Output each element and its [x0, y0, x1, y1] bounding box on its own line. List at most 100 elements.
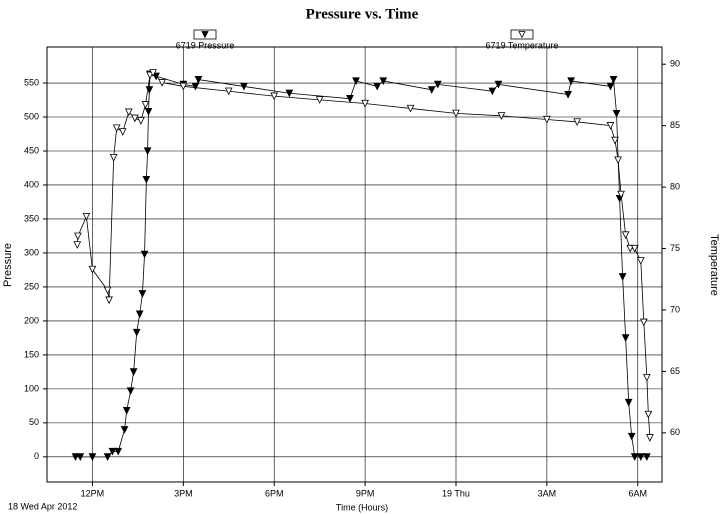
- plot-frame: [46, 46, 663, 483]
- y2-tick-label: 70: [670, 304, 680, 314]
- data-point: [373, 82, 382, 91]
- y2-tick-label: 85: [670, 120, 680, 130]
- legend-marker: [201, 31, 209, 39]
- data-point: [103, 286, 112, 295]
- data-point: [82, 212, 91, 221]
- y-tick-label: 400: [24, 179, 39, 189]
- legend-label: 6719 Temperature: [486, 40, 559, 50]
- data-point: [114, 447, 123, 456]
- data-point: [624, 398, 633, 407]
- y2-axis-label: Temperature: [708, 234, 720, 296]
- data-point: [636, 257, 645, 265]
- data-point: [643, 373, 651, 382]
- date-label: 18 Wed Apr 2012: [8, 501, 77, 511]
- data-point: [621, 334, 630, 343]
- x-tick-label: 6AM: [629, 488, 648, 498]
- legend-label: 6719 Pressure: [176, 40, 235, 50]
- y-tick-label: 550: [24, 77, 39, 87]
- data-point: [122, 407, 131, 415]
- data-point: [191, 82, 200, 91]
- x-tick-label: 9PM: [356, 488, 375, 498]
- data-point: [76, 453, 85, 461]
- data-point: [143, 147, 152, 156]
- data-point: [132, 328, 141, 337]
- data-point: [315, 96, 324, 104]
- data-point: [621, 231, 630, 240]
- data-point: [630, 453, 639, 461]
- x-tick-label: 6PM: [265, 488, 284, 498]
- data-point: [346, 95, 354, 103]
- data-point: [224, 87, 233, 96]
- y-tick-label: 450: [24, 145, 39, 155]
- data-point: [73, 241, 82, 249]
- x-axis-label: Time (Hours): [336, 502, 388, 512]
- data-point: [606, 82, 615, 91]
- data-point: [285, 89, 294, 98]
- y2-tick-label: 65: [670, 366, 680, 376]
- data-point: [626, 244, 635, 253]
- data-point: [406, 104, 415, 113]
- y-axis-label: Pressure: [2, 243, 14, 287]
- y2-tick-label: 60: [670, 427, 680, 437]
- data-point: [142, 175, 151, 184]
- data-point: [452, 109, 460, 118]
- data-point: [149, 69, 157, 77]
- data-point: [643, 453, 651, 461]
- data-point: [609, 76, 618, 84]
- series-line: [75, 73, 647, 458]
- data-point: [129, 368, 138, 376]
- data-point: [74, 232, 82, 241]
- x-tick-label: 3AM: [538, 488, 557, 498]
- data-point: [379, 77, 388, 86]
- y-tick-label: 50: [29, 417, 39, 427]
- data-point: [567, 77, 575, 86]
- data-point: [179, 82, 188, 91]
- data-point: [105, 296, 113, 305]
- data-point: [494, 80, 503, 89]
- data-point: [103, 453, 112, 461]
- y-tick-label: 350: [24, 213, 39, 223]
- data-point: [433, 80, 442, 89]
- x-tick-label: 12PM: [81, 488, 105, 498]
- data-point: [361, 99, 369, 108]
- y-tick-label: 250: [24, 281, 39, 291]
- y2-tick-label: 75: [670, 243, 680, 253]
- data-point: [627, 432, 636, 441]
- data-point: [131, 114, 139, 123]
- data-point: [71, 453, 80, 461]
- data-point: [617, 190, 625, 199]
- y-tick-label: 300: [24, 247, 39, 257]
- data-point: [141, 101, 150, 109]
- data-point: [140, 250, 149, 259]
- data-point: [497, 112, 506, 120]
- data-point: [614, 156, 622, 165]
- data-point: [636, 453, 645, 461]
- data-point: [88, 453, 97, 461]
- data-point: [109, 153, 118, 162]
- data-point: [639, 318, 648, 327]
- data-point: [112, 124, 121, 133]
- x-tick-label: 19 Thu: [442, 488, 470, 498]
- data-point: [630, 244, 639, 253]
- y-tick-label: 200: [24, 315, 39, 325]
- data-point: [120, 426, 129, 434]
- data-point: [564, 90, 572, 99]
- data-point: [124, 108, 133, 117]
- data-point: [488, 87, 497, 96]
- y-tick-label: 150: [24, 349, 39, 359]
- y-tick-label: 100: [24, 383, 39, 393]
- data-point: [240, 82, 248, 91]
- data-point: [573, 118, 582, 127]
- data-point: [138, 290, 147, 298]
- data-point: [88, 265, 97, 274]
- data-point: [270, 92, 279, 101]
- data-point: [352, 77, 360, 86]
- data-point: [644, 410, 653, 419]
- y2-tick-label: 90: [670, 59, 680, 69]
- y-tick-label: 0: [34, 451, 39, 461]
- data-point: [194, 76, 203, 84]
- data-point: [427, 86, 436, 94]
- data-point: [543, 115, 551, 124]
- series-line: [76, 72, 651, 438]
